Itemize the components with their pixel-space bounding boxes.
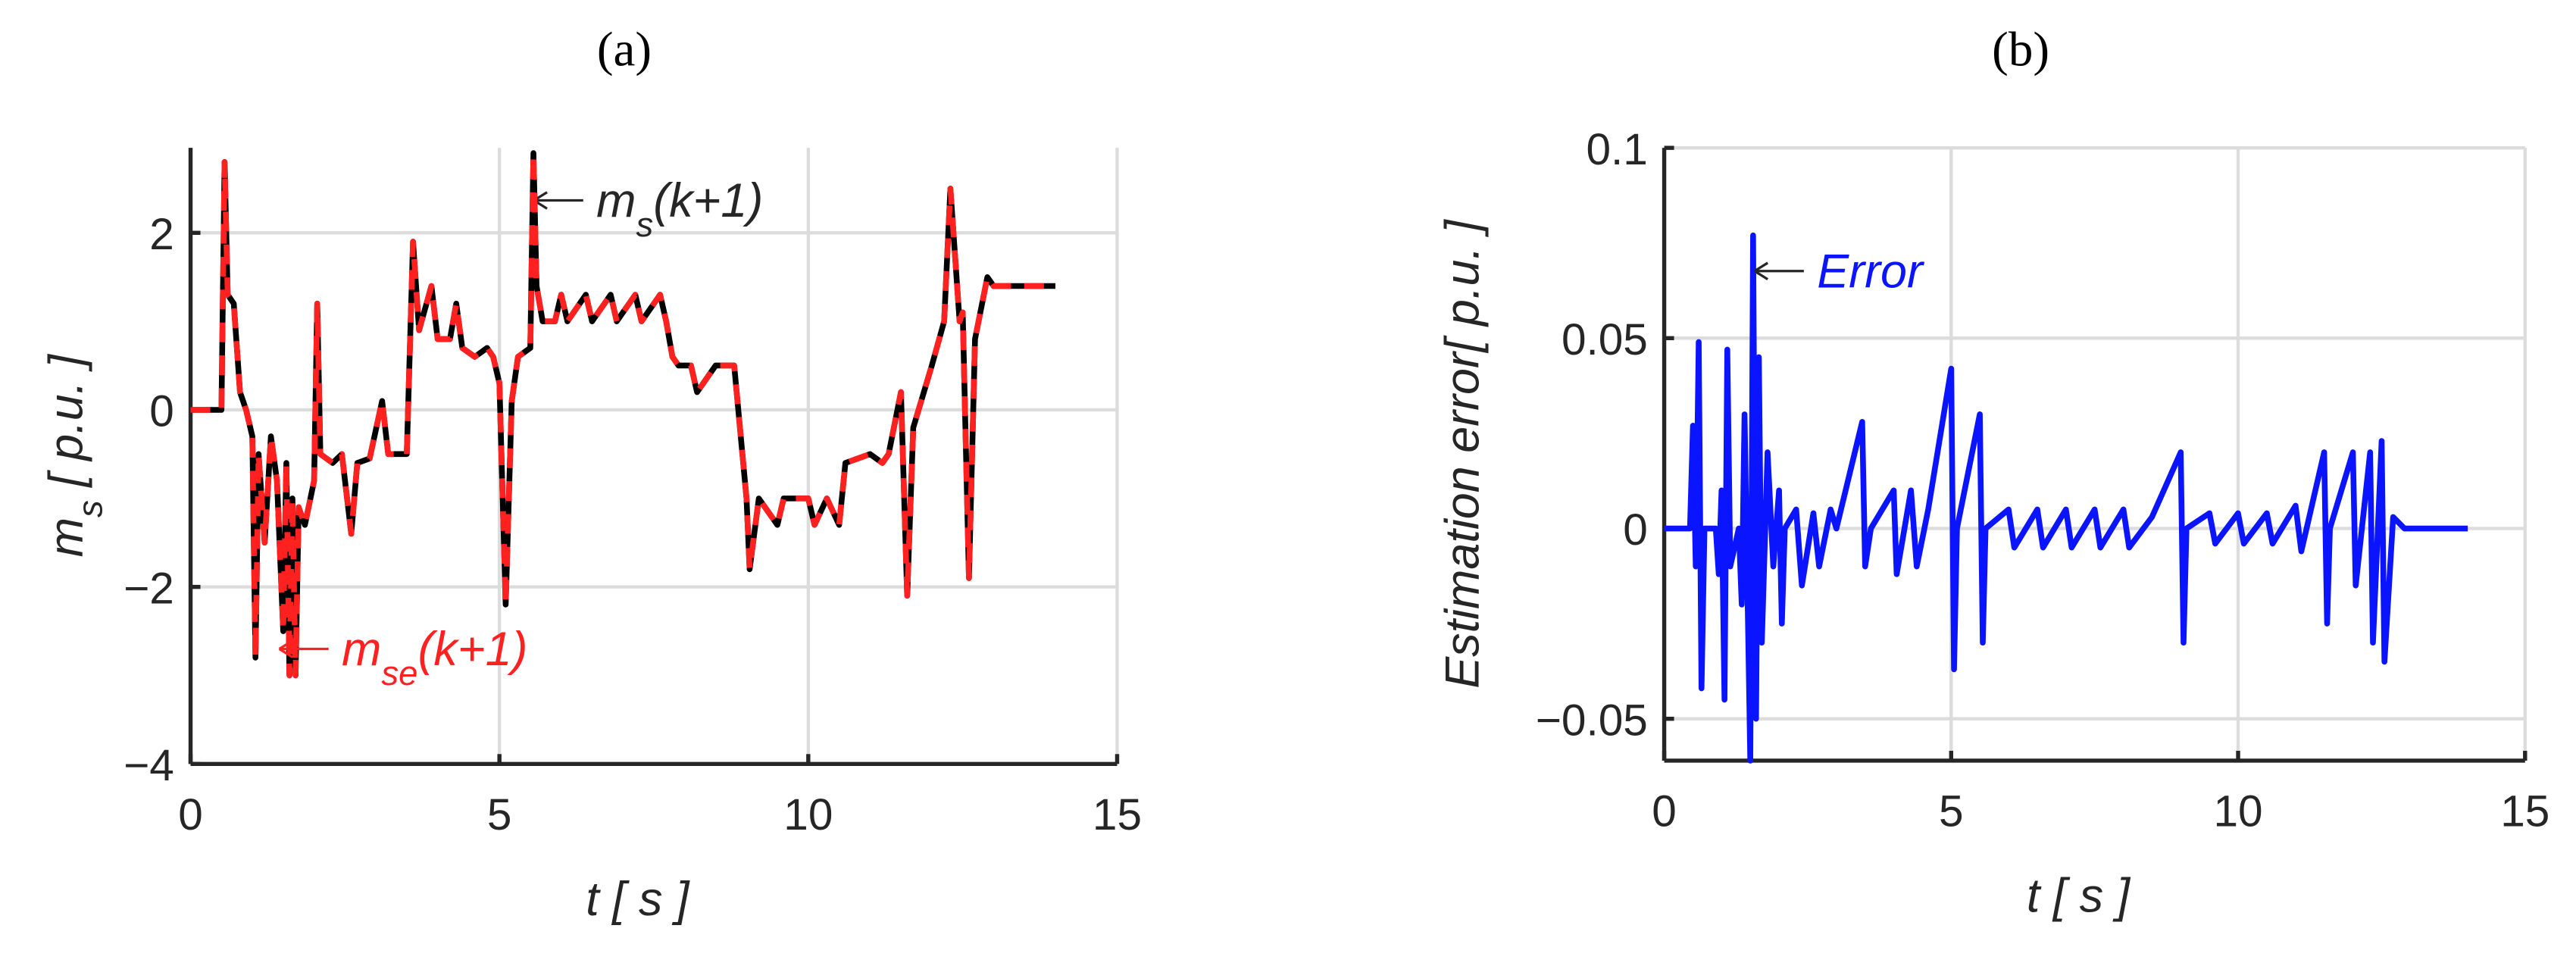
y-tick-label: 0 [149, 387, 174, 436]
x-tick-label: 15 [1093, 790, 1142, 839]
chart-title: (b) [1992, 23, 2049, 77]
y-axis-label-part: [ p.u. ] [39, 354, 92, 501]
annotation-part: Error [1817, 245, 1925, 298]
y-axis-label-part: Estimation error[ p.u. ] [1436, 219, 1490, 689]
annotation-part: m [596, 174, 636, 227]
x-tick-label: 5 [1939, 787, 1964, 836]
y-tick-label: −2 [123, 564, 174, 613]
data-line [190, 150, 1055, 679]
x-tick-label: 0 [178, 790, 203, 839]
y-tick-label: 0 [1623, 505, 1648, 555]
annotation: mse(k+1) [342, 623, 527, 692]
x-axis-label-part: t [ s ] [586, 873, 690, 926]
chart-title: (a) [597, 23, 652, 77]
y-tick-label: 0.05 [1562, 315, 1648, 364]
x-tick-label: 15 [2500, 787, 2549, 836]
y-axis-label: ms [ p.u. ] [39, 354, 109, 558]
annotation-part: m [342, 623, 381, 676]
x-tick-label: 5 [487, 790, 512, 839]
y-tick-label: −4 [123, 741, 174, 790]
y-tick-label: −0.05 [1536, 696, 1648, 745]
data-line [1664, 232, 2468, 764]
annotation-arrowhead [1753, 261, 1769, 281]
annotation-part: (k+1) [653, 174, 763, 227]
y-axis-label: Estimation error[ p.u. ] [1436, 219, 1490, 689]
x-tick-label: 10 [783, 790, 833, 839]
x-axis-label: t [ s ] [2027, 869, 2131, 922]
y-tick-label: 2 [149, 210, 174, 259]
annotation-part: se [381, 654, 417, 692]
y-axis-label-part: m [39, 517, 92, 557]
x-tick-label: 10 [2213, 787, 2262, 836]
annotation-part: (k+1) [417, 623, 527, 676]
x-tick-label: 0 [1652, 787, 1677, 836]
annotation-arrowhead [278, 639, 293, 658]
x-axis-label: t [ s ] [586, 873, 690, 926]
annotation-part: s [636, 205, 654, 244]
x-axis-label-part: t [ s ] [2027, 869, 2131, 922]
y-tick-label: 0.1 [1586, 125, 1647, 174]
annotation: ms(k+1) [596, 174, 763, 244]
y-axis-label-part: s [70, 500, 109, 517]
annotation: Error [1817, 245, 1925, 298]
